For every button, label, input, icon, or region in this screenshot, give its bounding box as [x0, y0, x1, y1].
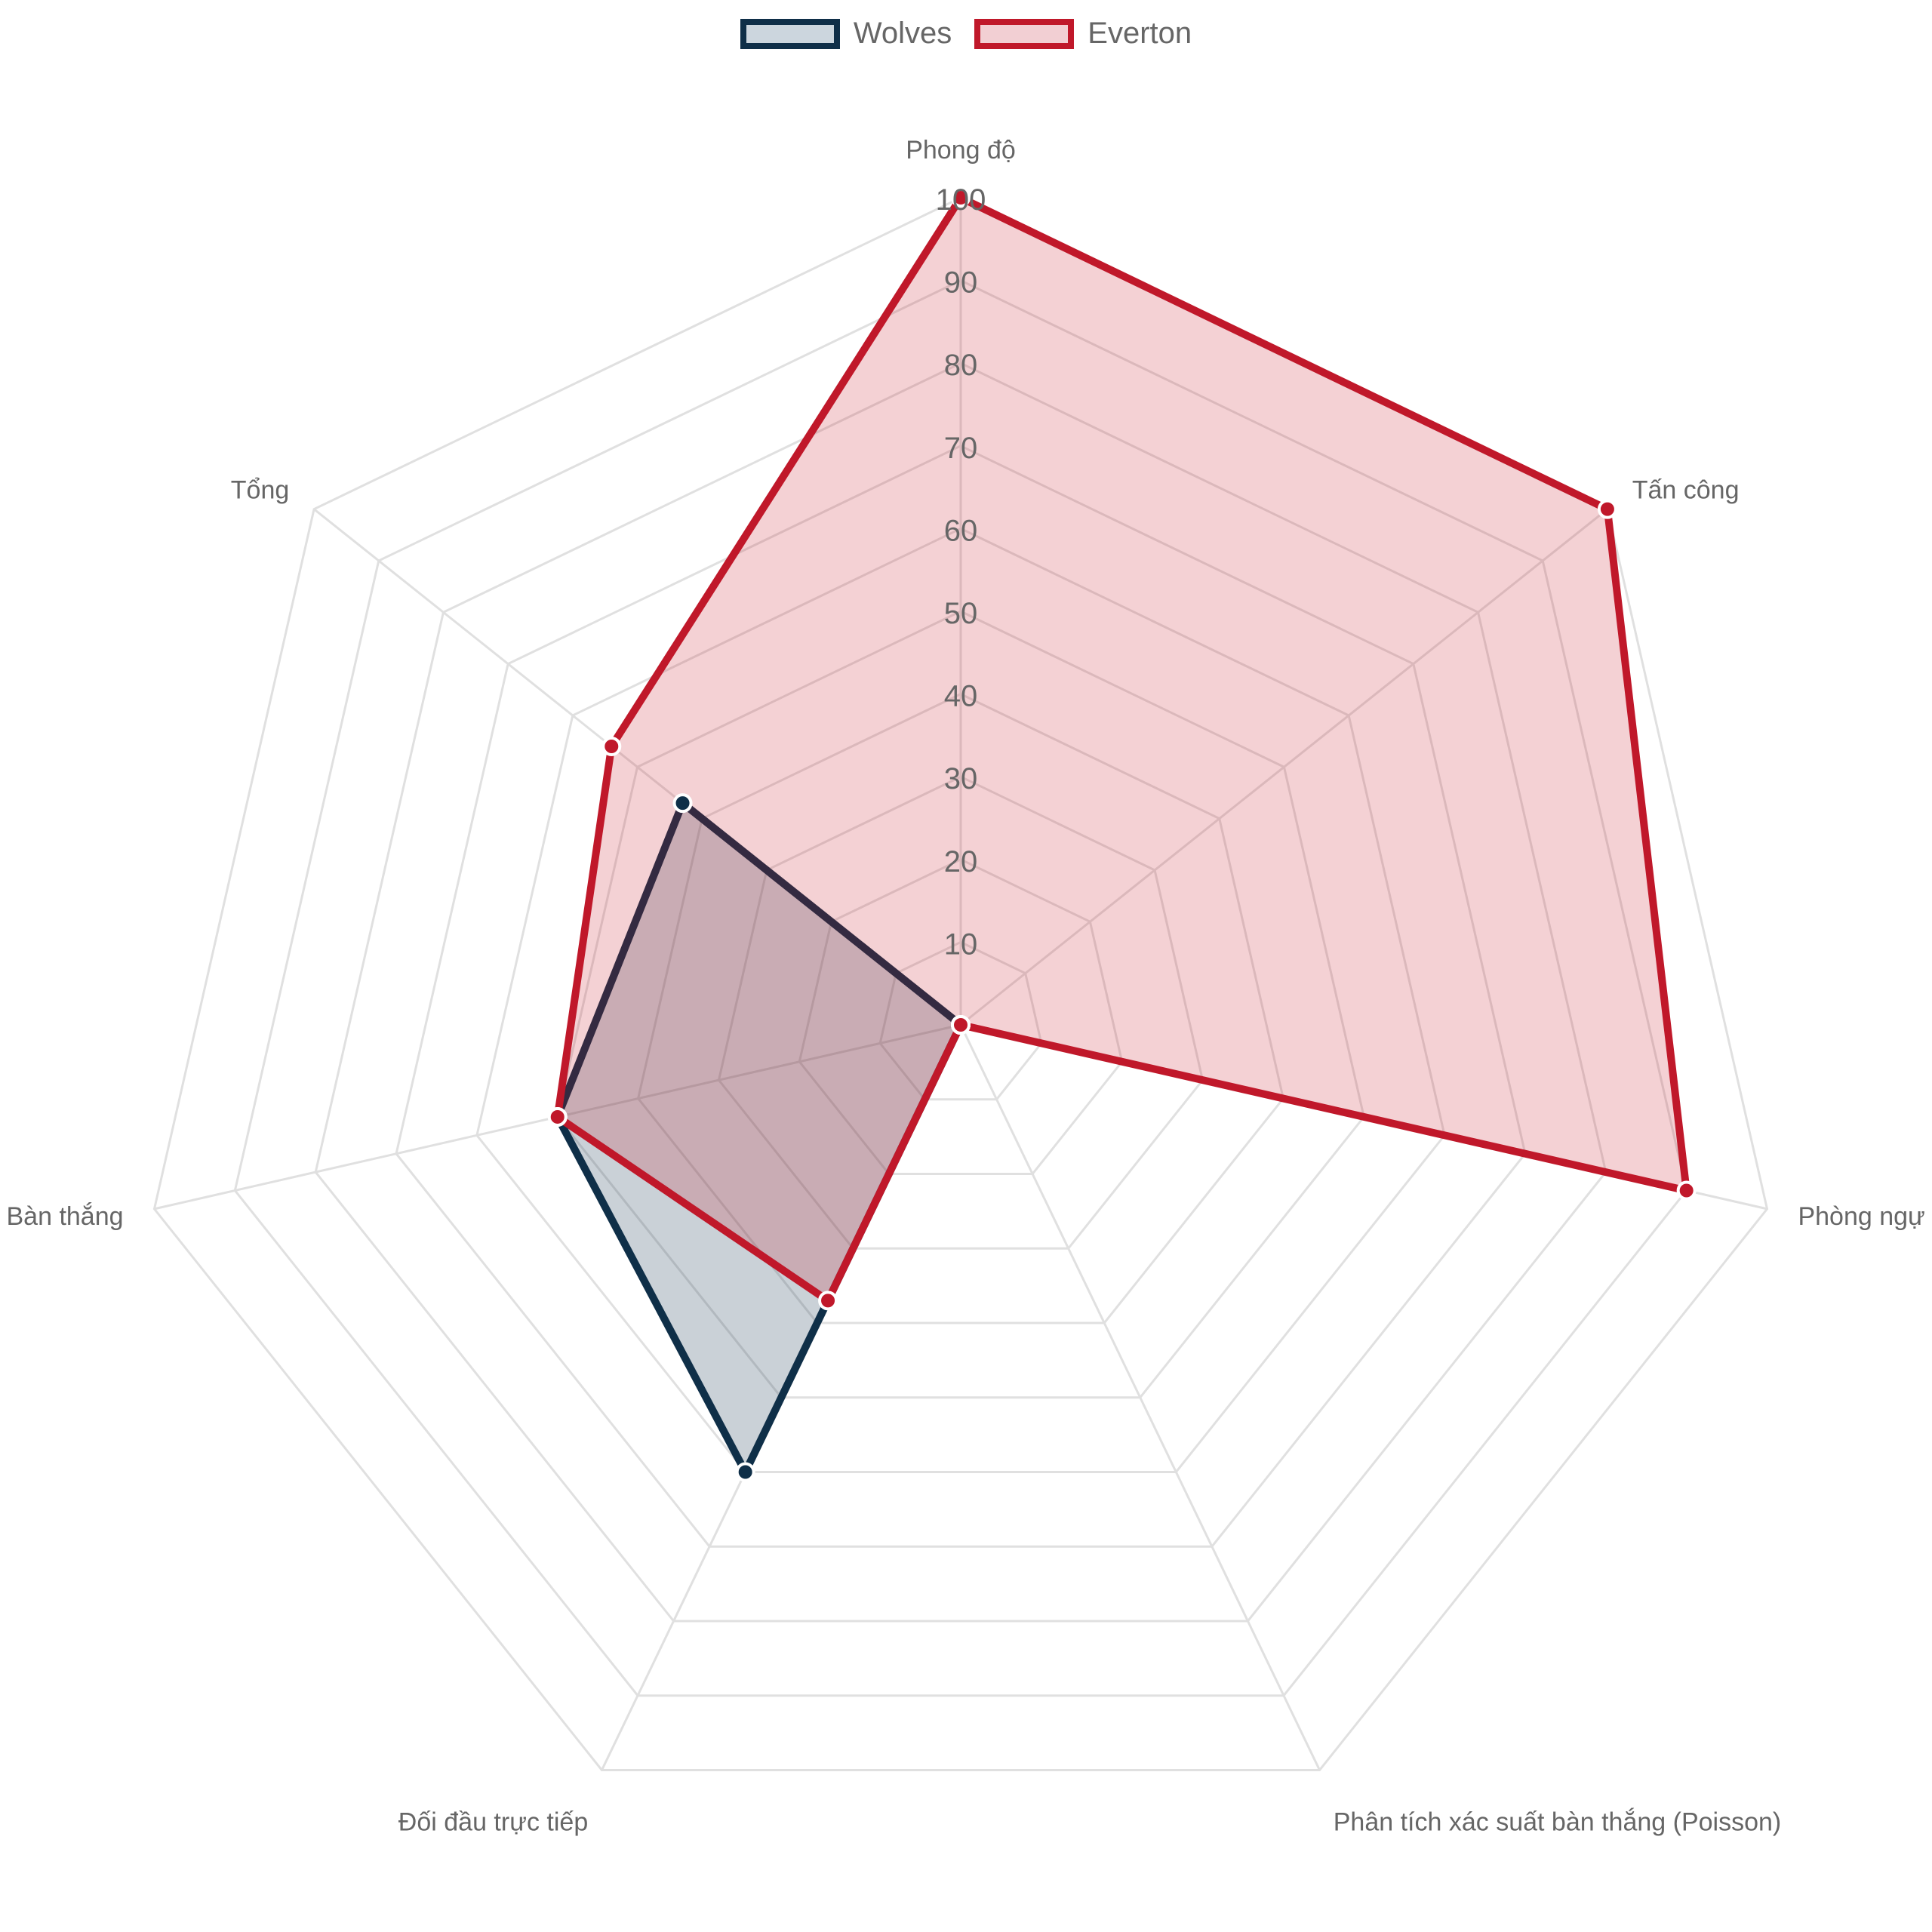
legend-swatch-everton [974, 18, 1075, 49]
r-tick-label: 80 [944, 349, 978, 382]
grid-ring [878, 940, 1043, 1101]
series-area-everton [553, 192, 1691, 1306]
axis-label: Bàn thắng [7, 1202, 124, 1231]
data-point-wolves [951, 1015, 971, 1035]
legend-label-everton: Everton [1088, 17, 1192, 50]
series-layer [547, 188, 1697, 1482]
series-area-wolves [553, 797, 966, 1481]
data-point-wolves [547, 1106, 568, 1127]
grid-ring [636, 692, 1285, 1324]
r-tick-label: 60 [944, 514, 978, 547]
legend: Wolves Everton [0, 17, 1932, 51]
r-tick-label: 10 [944, 928, 978, 961]
grid-spoke [154, 1023, 961, 1211]
grid-spoke [601, 1024, 962, 1771]
r-tick-label: 40 [944, 680, 978, 713]
data-point-wolves [951, 1015, 971, 1035]
axis-label: Phòng ngự [1798, 1202, 1924, 1231]
grid-spoke [960, 1023, 1767, 1211]
grid-ring [233, 278, 1688, 1697]
legend-item-everton[interactable]: Everton [974, 17, 1192, 51]
legend-label-wolves: Wolves [853, 17, 952, 50]
axis-label: Phong độ [906, 136, 1016, 165]
data-point-everton [601, 736, 622, 756]
r-tick-label: 70 [944, 432, 978, 465]
r-tick-label: 50 [944, 597, 978, 630]
data-point-everton [547, 1106, 568, 1127]
data-point-wolves [951, 1015, 971, 1035]
grid-spoke [313, 508, 961, 1026]
grid-ring [314, 361, 1607, 1623]
axis-label: Tấn công [1632, 475, 1740, 504]
data-point-wolves [672, 793, 693, 814]
data-point-everton [951, 188, 971, 208]
legend-swatch-wolves [740, 18, 840, 49]
grid-ring [717, 775, 1204, 1250]
grid-ring [556, 610, 1365, 1399]
axis-label: Đối đầu trực tiếp [398, 1807, 588, 1836]
axis-label: Phân tích xác suất bàn thắng (Poisson) [1334, 1807, 1781, 1836]
legend-item-wolves[interactable]: Wolves [740, 17, 952, 51]
data-point-everton [951, 1015, 971, 1035]
data-point-wolves [735, 1462, 755, 1482]
data-point-wolves [951, 1015, 971, 1035]
grid-spoke [960, 508, 1608, 1026]
axis-label: Tổng [231, 475, 290, 504]
data-point-everton [818, 1291, 838, 1311]
r-tick-label: 20 [944, 845, 978, 878]
grid-spoke [959, 1024, 1321, 1771]
grid-ring [475, 527, 1446, 1473]
r-tick-label: 30 [944, 762, 978, 795]
r-tick-label: 90 [944, 266, 978, 300]
axis-label-layer: Phong độ Tấn công Phòng ngự Phân tích xác s… [7, 136, 1925, 1836]
data-point-everton [1676, 1180, 1697, 1201]
grid-ring [152, 196, 1769, 1771]
data-point-everton [1597, 499, 1617, 519]
grid-ring [798, 858, 1124, 1175]
grid-ring [395, 445, 1527, 1548]
r-tick-label: 100 [936, 183, 986, 217]
grid-layer [152, 196, 1769, 1771]
tick-layer: 10 20 30 40 50 60 70 80 90 100 [936, 183, 986, 961]
